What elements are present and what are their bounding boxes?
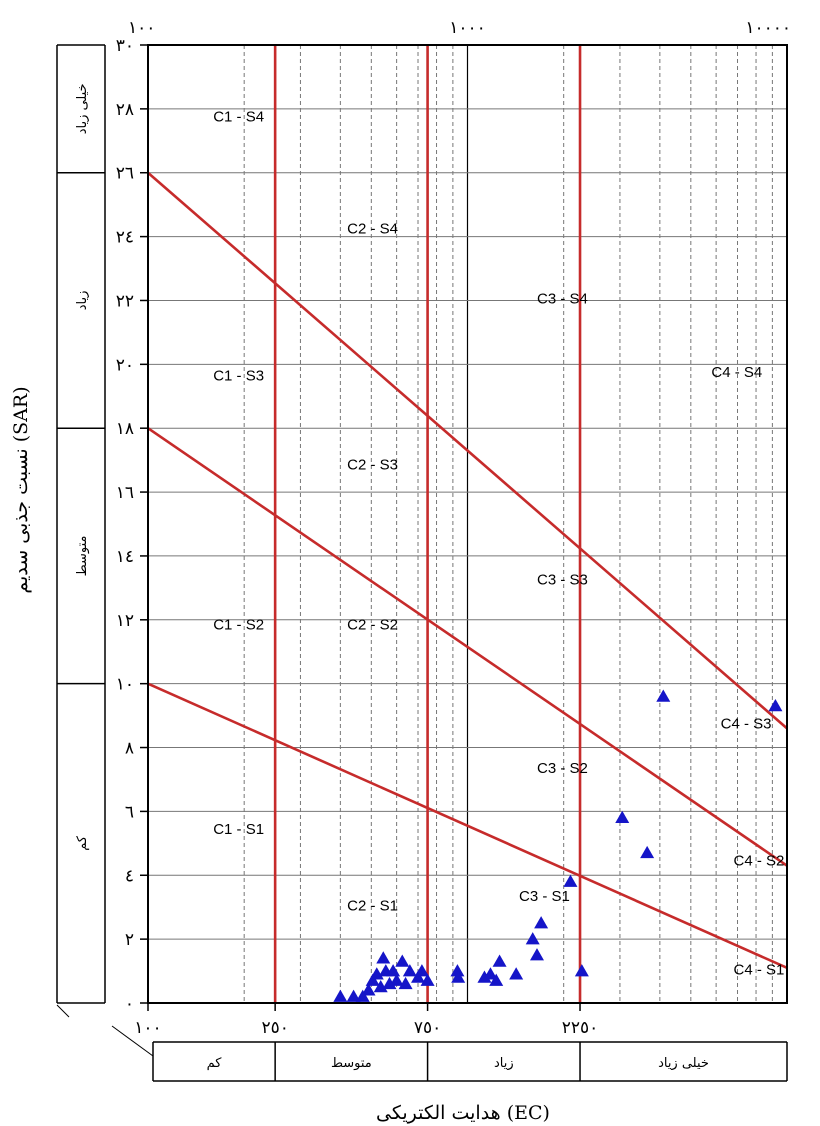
data-point xyxy=(365,973,380,986)
y-tick-label: ٠ xyxy=(125,994,134,1014)
zone-label: C1 - S4 xyxy=(213,109,264,126)
data-point xyxy=(355,989,370,1002)
data-point xyxy=(346,989,361,1002)
ec-class-corner-line xyxy=(111,1025,154,1057)
data-point xyxy=(376,951,391,964)
x-top-tick-label: ١٠٠٠٠ xyxy=(745,18,791,38)
zone-label: C1 - S2 xyxy=(213,616,264,633)
zone-label: C3 - S3 xyxy=(537,572,588,589)
sar-class-corner-line xyxy=(56,1004,70,1018)
ec-class-label: کم xyxy=(207,1056,223,1071)
zone-label: C3 - S2 xyxy=(537,760,588,777)
sar-class-line xyxy=(147,427,788,867)
y-tick-label: ٨ xyxy=(125,739,134,759)
data-point xyxy=(369,967,384,980)
zone-label: C2 - S2 xyxy=(347,616,398,633)
zone-label: C2 - S1 xyxy=(347,897,398,914)
data-point xyxy=(402,964,417,977)
data-point xyxy=(525,932,540,945)
data-point xyxy=(333,989,348,1002)
data-point xyxy=(534,916,549,929)
x-bottom-tick-label: ٧٥٠ xyxy=(414,1018,441,1038)
data-points-layer xyxy=(333,689,783,1002)
y-tick-label: ٢٦ xyxy=(116,164,134,184)
data-point xyxy=(529,948,544,961)
data-point xyxy=(389,973,404,986)
y-axis-title: نسبت جذبی سدیم (SAR) xyxy=(10,386,32,593)
plot-frame-layer xyxy=(147,44,788,1004)
y-tick-label: ٤ xyxy=(125,866,134,886)
x-top-tick-label: ١٠٠ xyxy=(128,18,155,38)
ec-class-label: زیاد xyxy=(494,1056,514,1071)
y-tick-label: ٣٠ xyxy=(116,36,134,56)
y-tick-label: ٢ xyxy=(125,930,134,950)
x-bottom-tick-label: ٢٥٠ xyxy=(261,1018,288,1038)
data-point xyxy=(768,699,783,712)
ec-class-label: متوسط xyxy=(331,1056,372,1071)
data-point xyxy=(398,976,413,990)
data-point xyxy=(361,983,376,996)
data-point xyxy=(509,967,524,980)
x-tick-labels: ١٠٠ ١٠٠٠ ١٠٠٠٠ ١٠٠ ٢٥٠ ٧٥٠ ٢٢٥٠ xyxy=(128,18,791,1038)
data-point xyxy=(451,970,466,983)
grid-layer xyxy=(148,45,787,1003)
data-point xyxy=(373,980,388,993)
data-point xyxy=(420,973,435,986)
x-top-tick-label: ١٠٠٠ xyxy=(449,18,486,38)
data-point xyxy=(563,874,578,887)
data-point xyxy=(414,964,429,977)
data-point xyxy=(450,964,465,977)
data-point xyxy=(483,967,498,980)
x-axis-title: هدایت الکتریکی (EC) xyxy=(376,1102,550,1124)
x-bottom-tick-label: ٢٢٥٠ xyxy=(562,1018,599,1038)
y-tick-label: ١٠ xyxy=(116,675,134,695)
y-tick-label: ٦ xyxy=(125,802,134,822)
data-point xyxy=(492,954,507,967)
sar-class-label: کم xyxy=(75,835,90,851)
data-point xyxy=(477,970,492,983)
sar-class-label: خیلی زیاد xyxy=(75,83,90,134)
ec-class-row: کم متوسط زیاد خیلی زیاد xyxy=(111,1025,788,1082)
zone-labels-layer: C1 - S4 C2 - S4 C3 - S4 C4 - S4 C1 - S3 C2 - … xyxy=(213,109,784,979)
sar-class-label: متوسط xyxy=(75,536,90,577)
x-bottom-tick-label: ١٠٠ xyxy=(134,1018,161,1038)
y-tick-label: ٢٨ xyxy=(116,100,134,120)
data-point xyxy=(382,976,397,990)
zone-label: C4 - S2 xyxy=(733,853,784,870)
y-tick-label: ٢٤ xyxy=(116,228,134,248)
zone-label: C3 - S1 xyxy=(519,888,570,905)
class-lines-layer xyxy=(147,45,788,1003)
data-point xyxy=(656,689,671,702)
zone-label: C4 - S3 xyxy=(721,715,772,732)
y-tick-label: ٢٠ xyxy=(116,355,134,375)
zone-label: C4 - S1 xyxy=(733,961,784,978)
data-point xyxy=(411,970,426,983)
sar-class-line xyxy=(147,171,788,730)
y-tick-label: ١٢ xyxy=(116,611,134,631)
y-tick-label: ١٤ xyxy=(116,547,134,567)
sar-class-label: زیاد xyxy=(75,291,90,311)
sar-class-column: کم متوسط زیاد خیلی زیاد xyxy=(56,44,106,1018)
y-tick-label: ١٨ xyxy=(116,419,134,439)
y-tick-label: ٢٢ xyxy=(116,291,134,311)
plot-border xyxy=(147,44,788,1004)
zone-label: C4 - S4 xyxy=(711,364,762,381)
zone-label: C2 - S4 xyxy=(347,220,398,237)
data-point xyxy=(615,810,630,824)
ec-class-label: خیلی زیاد xyxy=(658,1056,709,1071)
data-point xyxy=(574,964,589,977)
data-point xyxy=(489,973,504,986)
y-tick-label: ١٦ xyxy=(116,483,134,503)
zone-label: C3 - S4 xyxy=(537,291,588,308)
data-point xyxy=(386,964,401,977)
data-point xyxy=(640,845,655,859)
zone-label: C1 - S3 xyxy=(213,367,264,384)
sar-class-line xyxy=(147,682,788,970)
zone-label: C1 - S1 xyxy=(213,821,264,838)
data-point xyxy=(395,954,410,967)
zone-label: C2 - S3 xyxy=(347,457,398,474)
